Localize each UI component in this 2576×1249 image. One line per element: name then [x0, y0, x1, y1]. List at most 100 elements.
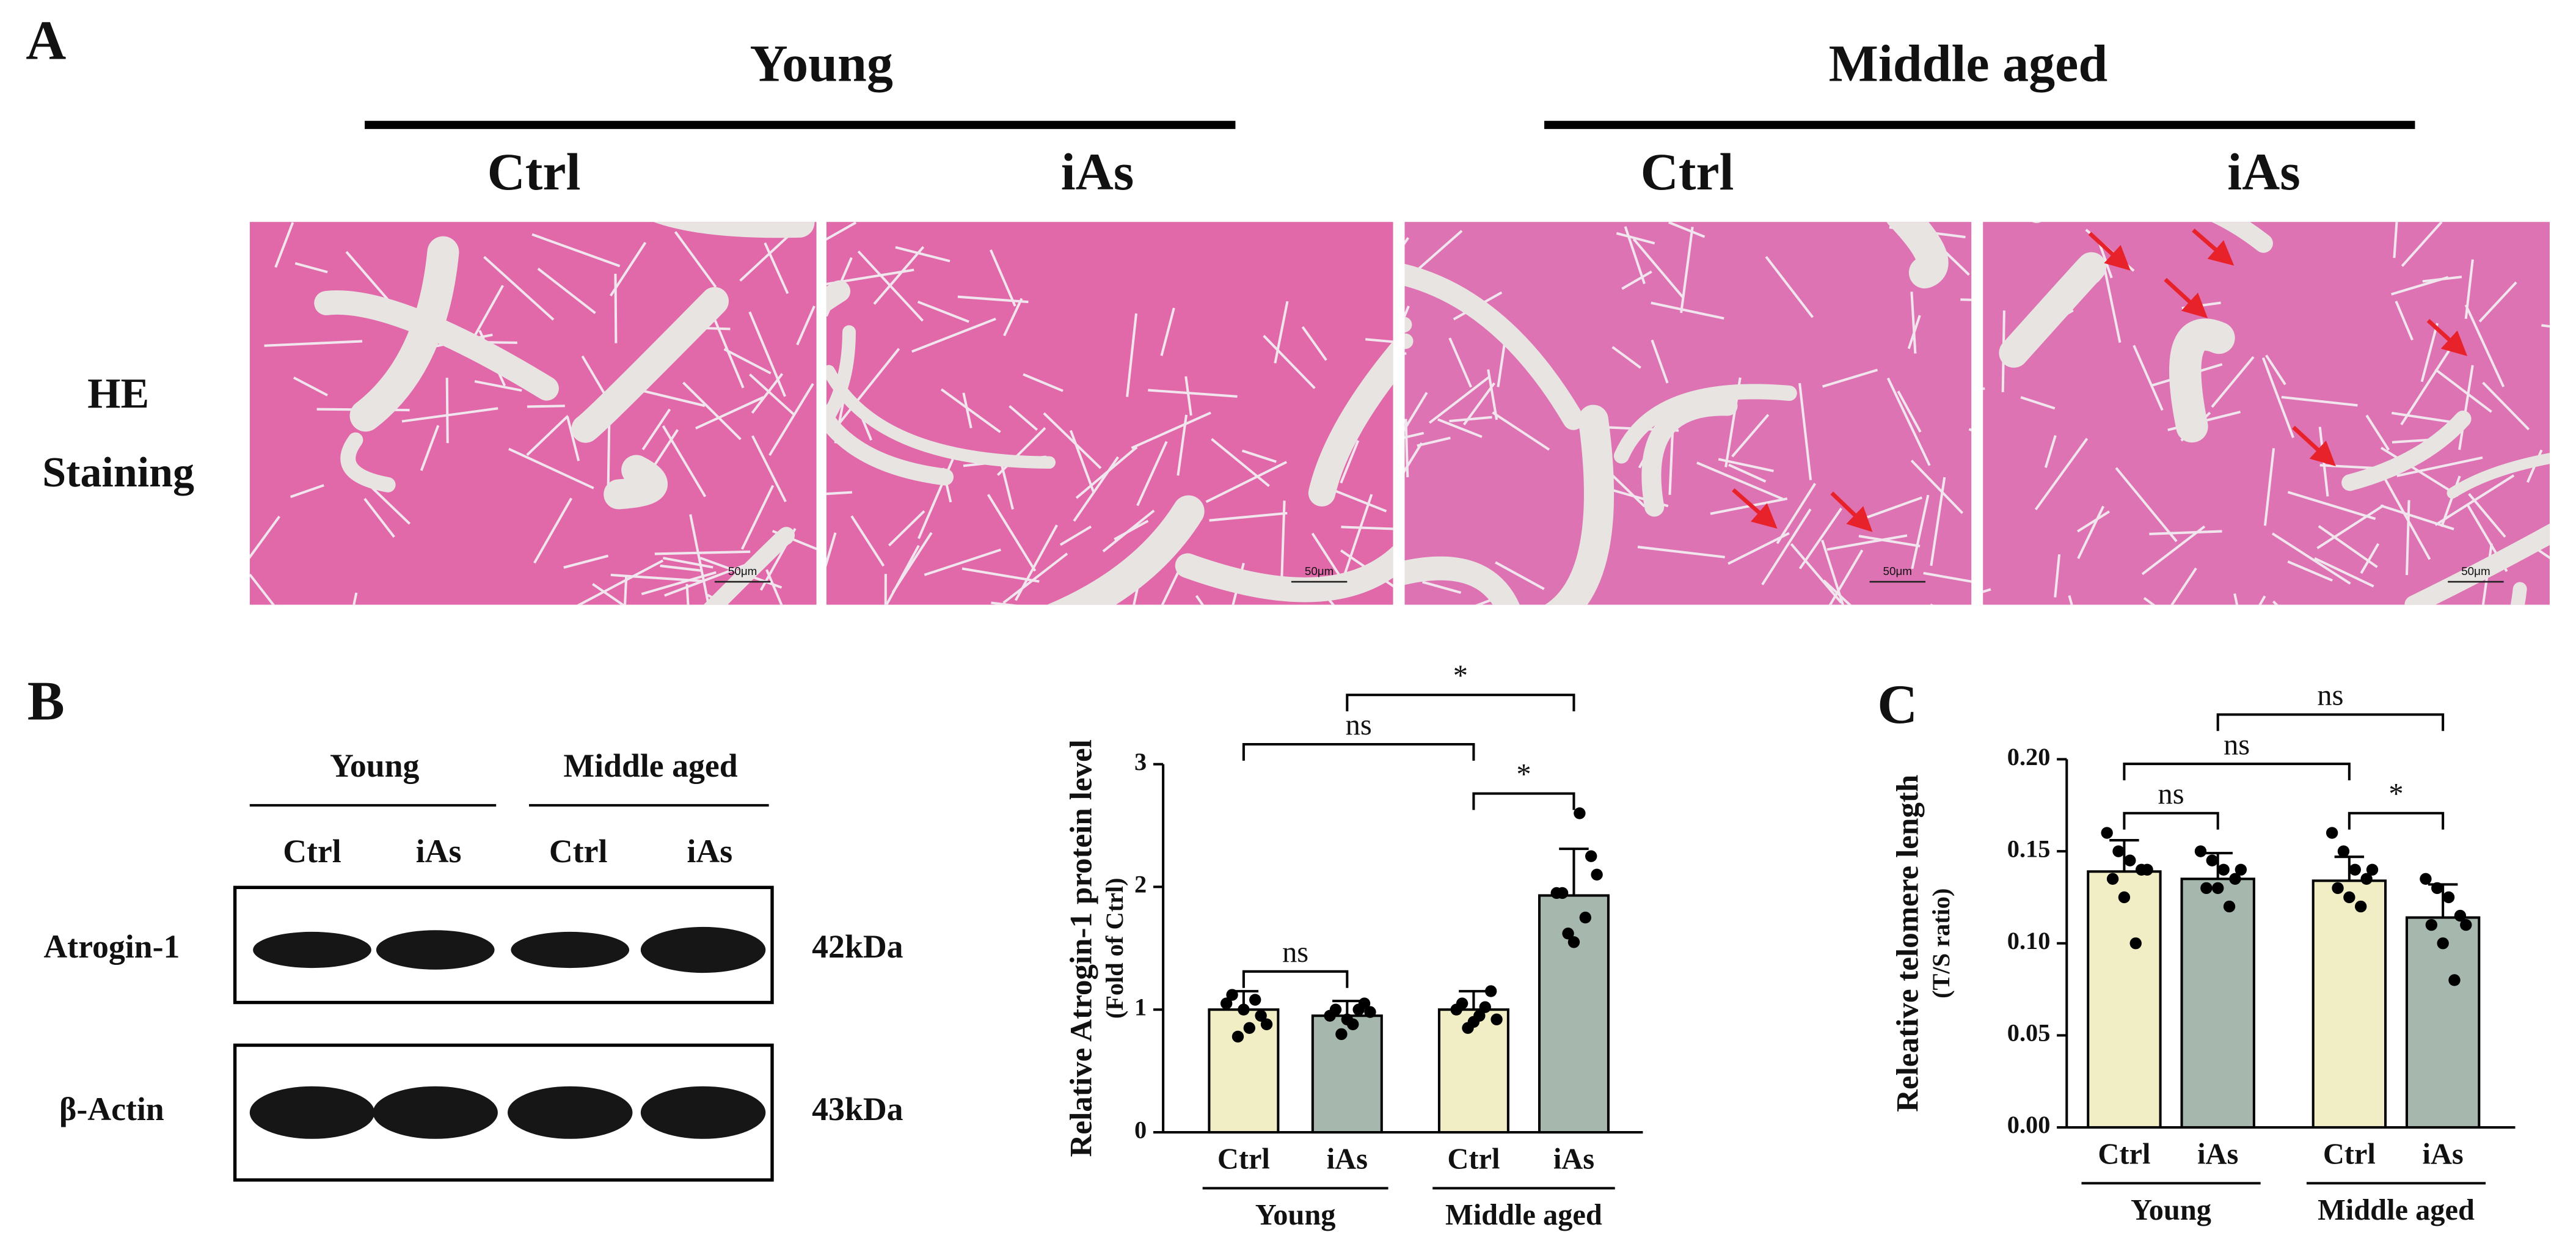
fiber-border — [1462, 382, 1495, 426]
fiber-border — [2263, 448, 2275, 526]
fiber-border — [996, 427, 1046, 476]
septum — [826, 403, 954, 486]
fiber-border — [1160, 307, 1175, 356]
comparison-label: ns — [1346, 709, 1372, 741]
data-point — [2200, 882, 2213, 895]
data-point — [2420, 873, 2432, 885]
fiber-border — [2314, 557, 2374, 588]
septum — [1641, 396, 1738, 517]
fiber-border — [2422, 276, 2462, 283]
data-point — [2355, 900, 2367, 913]
fiber-border — [962, 392, 972, 428]
comparison-label: ns — [2317, 679, 2343, 712]
y-axis-label: Releative telomere length — [1891, 775, 1925, 1112]
fiber-border — [290, 484, 324, 499]
blot-label: β-Actin — [59, 1091, 164, 1127]
fiber-border — [1417, 436, 1451, 447]
panel-label: C — [1877, 673, 1917, 735]
data-point — [1238, 1003, 1250, 1016]
fiber-border — [1680, 227, 1694, 313]
arrow — [2292, 425, 2336, 466]
comparison-bracket — [2123, 811, 2219, 830]
y-tick-label: 0.15 — [2007, 835, 2051, 862]
fiber-border — [420, 425, 440, 471]
fiber-border — [1114, 519, 1149, 541]
fiber-border — [826, 532, 837, 568]
comparison-bracket — [1242, 742, 1475, 761]
septum — [314, 290, 559, 401]
septum — [1545, 405, 1615, 605]
bar — [2087, 870, 2162, 1129]
fiber-border — [2271, 532, 2351, 585]
data-point — [1484, 985, 1497, 997]
bar — [2311, 879, 2387, 1129]
fiber-border — [533, 497, 573, 564]
scale-bar-label: 50μm — [1883, 565, 1912, 577]
fiber-border — [563, 554, 609, 569]
comparison-label: ns — [2224, 728, 2250, 761]
fiber-border — [991, 601, 1019, 605]
data-point — [1335, 1028, 1348, 1041]
fiber-border — [2141, 525, 2206, 576]
fiber-border — [1822, 368, 1878, 388]
arrow — [1732, 488, 1778, 529]
fiber-border — [445, 378, 449, 444]
micrograph: 50μm — [1983, 222, 2550, 605]
fiber-border — [1184, 376, 1192, 416]
data-point — [2349, 863, 2361, 876]
data-point — [2448, 974, 2461, 986]
data-point — [1243, 1022, 1255, 1035]
comparison-bracket — [1346, 694, 1575, 712]
fiber-border — [1608, 471, 1646, 508]
septum — [653, 222, 815, 238]
y-tick-label: 3 — [1134, 748, 1147, 775]
comparison-label: * — [1516, 758, 1531, 791]
condition-label: iAs — [416, 833, 462, 870]
group-label: Young — [1255, 1199, 1336, 1231]
group-label: Middle aged — [1445, 1199, 1602, 1231]
fiber-border — [1728, 532, 1790, 565]
fiber-border — [924, 548, 1001, 576]
septum — [826, 325, 856, 431]
fiber-border — [1823, 579, 1852, 605]
fiber-border — [987, 494, 1037, 572]
data-point — [1556, 887, 1569, 899]
fiber-border — [765, 569, 783, 605]
fiber-border — [663, 557, 713, 569]
fiber-border — [768, 383, 814, 456]
fiber-border — [1341, 526, 1393, 530]
blot-bands — [249, 926, 766, 1139]
data-point — [2425, 918, 2438, 931]
fiber-border — [2020, 396, 2056, 410]
fiber-border — [249, 516, 280, 560]
data-point — [2431, 882, 2443, 895]
fiber-border — [1930, 603, 1933, 605]
comparison-bracket — [1242, 970, 1349, 988]
fiber-border — [264, 340, 363, 347]
fiber-border — [2044, 435, 2057, 468]
fiber-border — [1960, 298, 1972, 301]
fiber-border — [1611, 346, 1641, 369]
fiber-border — [249, 573, 275, 605]
fiber-border — [1668, 423, 1674, 495]
data-point — [2194, 845, 2207, 857]
row-label: Staining — [42, 449, 194, 496]
fiber-border — [566, 416, 580, 461]
tissue — [249, 222, 817, 605]
data-point — [1341, 1013, 1354, 1025]
fiber-border — [363, 497, 395, 538]
kda-label: 43kDa — [812, 1091, 903, 1127]
fiber-border — [1043, 412, 1102, 469]
error-bar — [2109, 839, 2139, 872]
data-point — [1249, 994, 1261, 1006]
fiber-border — [2434, 368, 2492, 413]
data-point — [1585, 850, 1597, 862]
scale-bar-label: 50μm — [1305, 565, 1334, 577]
fiber-border — [2468, 493, 2506, 538]
comparison-bracket — [2348, 811, 2445, 830]
fiber-border — [2034, 438, 2089, 511]
tissue — [826, 222, 1393, 605]
fiber-border — [1776, 483, 1817, 544]
fiber-border — [1910, 460, 1964, 515]
data-point — [2343, 891, 2355, 904]
